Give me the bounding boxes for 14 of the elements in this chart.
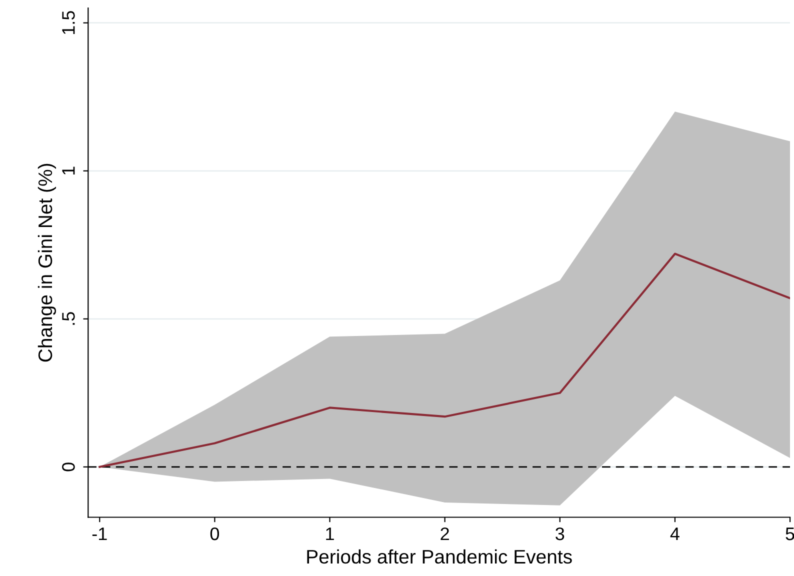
y-axis-title: Change in Gini Net (%) [38, 164, 56, 362]
y-tick-label: 1.5 [62, 11, 75, 34]
x-tick-label: 3 [556, 527, 564, 540]
x-tick-label: 1 [326, 528, 334, 540]
x-tick-label: 2 [440, 527, 449, 540]
y-tick-label: .5 [62, 312, 75, 325]
x-tick-label: -1 [92, 528, 107, 540]
line-series [98, 252, 790, 468]
y-tick-label: 0 [62, 462, 75, 472]
x-tick-label: 0 [210, 527, 220, 540]
x-tick-label: 4 [670, 528, 680, 540]
x-axis-title: Periods after Pandemic Events [307, 549, 572, 564]
x-tick-label: 5 [786, 528, 794, 540]
y-tick-label: 1 [62, 166, 75, 175]
